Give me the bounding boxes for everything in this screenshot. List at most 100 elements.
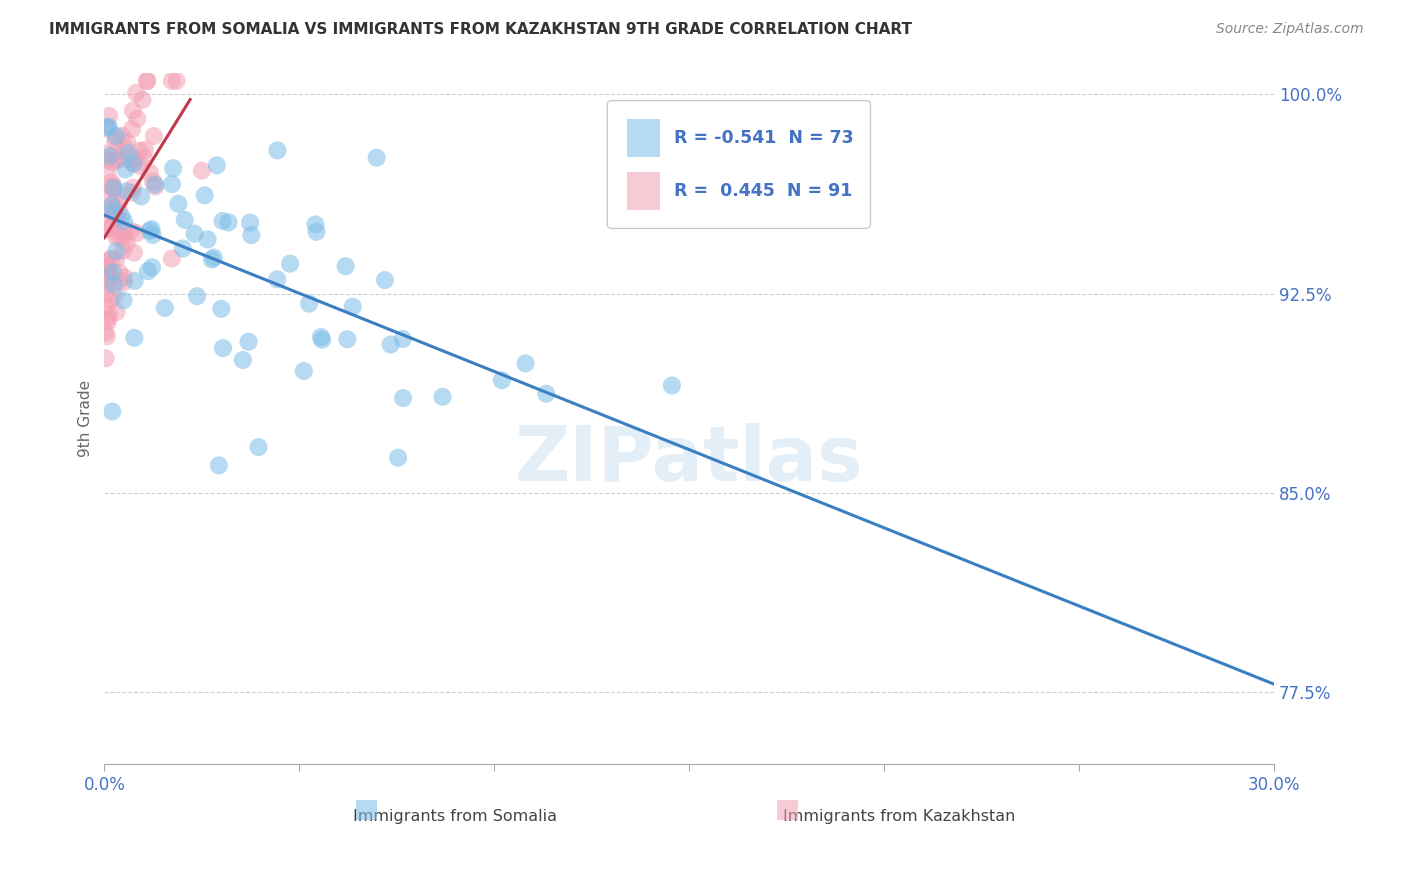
Point (97, 311, 120, 326)
Point (103, 277, 125, 292)
Point (105, 252, 128, 266)
Point (205, 158, 228, 172)
Point (342, 300, 364, 314)
Text: IMMIGRANTS FROM SOMALIA VS IMMIGRANTS FROM KAZAKHSTAN 9TH GRADE CORRELATION CHAR: IMMIGRANTS FROM SOMALIA VS IMMIGRANTS FR… (49, 22, 912, 37)
Point (311, 333, 333, 347)
Point (107, 203, 129, 218)
FancyBboxPatch shape (627, 119, 659, 157)
FancyBboxPatch shape (356, 800, 377, 821)
Point (136, 264, 159, 278)
Point (107, 227, 129, 242)
Point (141, 260, 163, 275)
Point (186, 289, 208, 303)
Point (101, 179, 124, 194)
Point (183, 227, 205, 241)
Point (304, 218, 326, 232)
Point (122, 181, 145, 195)
Point (108, 265, 131, 279)
Point (112, 214, 135, 228)
Point (94, 263, 117, 277)
Text: ZIPatlas: ZIPatlas (515, 423, 863, 497)
Point (104, 135, 127, 149)
Point (139, 166, 162, 180)
FancyBboxPatch shape (627, 172, 659, 211)
Point (536, 386, 558, 401)
Point (305, 225, 328, 239)
Point (153, 301, 176, 315)
Point (124, 274, 146, 288)
Point (117, 146, 139, 161)
Point (167, 196, 190, 211)
Point (98, 307, 121, 321)
Point (239, 216, 262, 230)
Point (162, 161, 184, 176)
FancyBboxPatch shape (778, 800, 799, 821)
Point (366, 151, 388, 165)
FancyBboxPatch shape (607, 101, 870, 228)
Point (336, 332, 359, 346)
Point (211, 214, 233, 228)
Point (103, 202, 125, 217)
Point (122, 103, 145, 118)
Text: Immigrants from Kazakhstan: Immigrants from Kazakhstan (783, 809, 1017, 823)
Point (374, 273, 396, 287)
Text: Immigrants from Somalia: Immigrants from Somalia (353, 809, 557, 823)
Point (172, 242, 194, 256)
Point (335, 259, 357, 273)
Point (96, 222, 118, 236)
Point (97, 275, 120, 289)
Point (122, 157, 145, 171)
Point (101, 404, 124, 418)
Point (201, 252, 224, 267)
Point (94, 351, 117, 366)
Point (101, 265, 124, 279)
Point (122, 156, 145, 170)
Point (107, 153, 129, 167)
Point (266, 272, 288, 286)
Point (104, 210, 127, 224)
Point (105, 230, 128, 244)
Point (129, 144, 152, 158)
Point (491, 373, 513, 387)
Point (97, 153, 120, 167)
Point (96, 256, 118, 270)
Point (125, 86, 148, 100)
Point (112, 140, 135, 154)
Point (238, 334, 260, 349)
Point (122, 245, 145, 260)
Point (98, 188, 121, 202)
Point (121, 186, 143, 200)
Point (104, 130, 127, 145)
Point (103, 181, 125, 195)
Point (125, 226, 148, 240)
Point (142, 227, 165, 242)
Point (209, 301, 232, 316)
Point (143, 178, 166, 192)
Point (101, 179, 124, 194)
Point (515, 356, 537, 370)
Point (112, 293, 135, 308)
Point (120, 224, 142, 238)
Point (98, 149, 121, 163)
Point (166, 74, 188, 88)
Point (101, 198, 124, 212)
Point (202, 251, 225, 265)
Point (97, 262, 120, 277)
Point (124, 152, 146, 166)
Point (212, 341, 235, 355)
Point (309, 330, 332, 344)
Point (661, 378, 683, 392)
Point (191, 163, 214, 178)
Point (97, 204, 120, 219)
Point (104, 146, 127, 161)
Point (124, 331, 146, 345)
Point (240, 228, 263, 243)
Point (131, 93, 153, 107)
Point (115, 236, 138, 251)
Point (115, 185, 138, 199)
Point (278, 257, 301, 271)
Text: Source: ZipAtlas.com: Source: ZipAtlas.com (1216, 22, 1364, 37)
Point (96, 166, 118, 180)
Point (298, 296, 321, 310)
Point (127, 112, 149, 126)
